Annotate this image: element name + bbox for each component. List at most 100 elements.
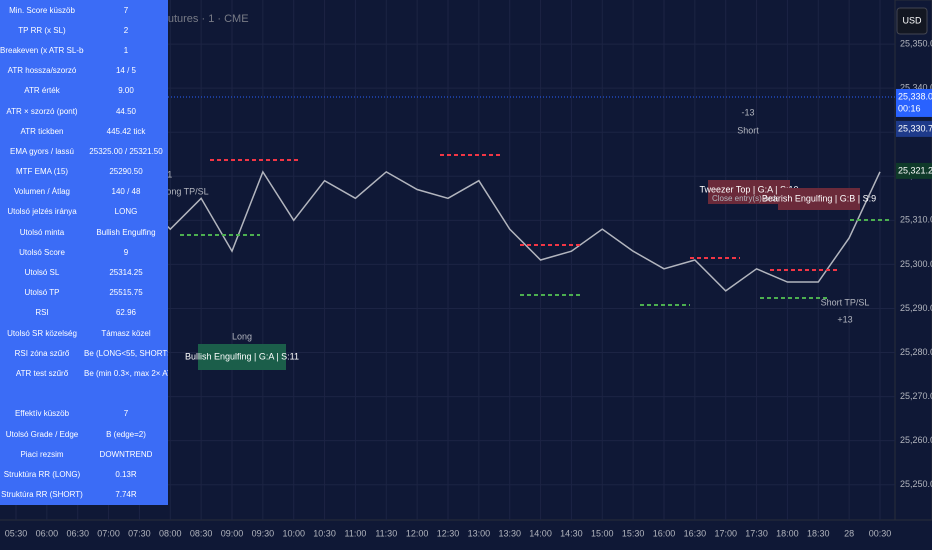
bear-label: Bearish Engulfing | G:B | S:9 [762,193,876,203]
y-tick-label: 25,340.00 [900,83,932,93]
cell-value: 9 [123,247,129,257]
y-tick-label: 25,300.00 [900,259,932,269]
cell-value: Támasz közel [101,328,151,338]
table-row: Utolsó minta Bullish Engulfing [0,222,168,242]
x-tick-label: 11:00 [344,528,366,538]
tweezer-box [708,180,790,204]
cell-value: 2 [123,25,129,35]
cell-label: EMA gyors / lassú [9,146,75,156]
table-row: Utolsó Score 9 [0,242,168,262]
x-tick-label: 14:00 [529,528,552,538]
cell-value: 9.00 [118,86,134,96]
cell-label: ATR érték [24,86,60,96]
cell-label: RSI zóna szűrő [14,348,70,358]
x-tick-label: 16:00 [653,528,676,538]
cell-label: Utolsó Score [19,247,65,257]
table-row: EMA gyors / lassú 25325.00 / 25321.50 [0,141,168,161]
cell-value: 7 [123,5,129,15]
currency-button[interactable] [896,7,928,35]
x-tick-label: 13:00 [468,528,491,538]
x-tick-label: 12:00 [406,528,429,538]
long-label: Long [232,331,252,341]
cell-label: Piaci rezsim [20,449,64,459]
x-tick-label: 17:30 [745,528,768,538]
table-row: RSI zóna szűrő Be (LONG<55, SHORT>45) [0,343,168,363]
x-tick-label: 13:30 [498,528,521,538]
table-row: Utolsó Grade / Edge B (edge=2) [0,424,168,444]
x-tick-label: 07:30 [128,528,151,538]
x-tick-label: 16:30 [684,528,707,538]
cell-value: Be (LONG<55, SHORT>45) [84,348,168,358]
price-tag [896,120,932,137]
y-tick-label: 25,270.00 [900,391,932,401]
target-line [180,219,890,306]
cell-value: 0.13R [115,469,137,479]
short-tp-label: Short TP/SL [821,297,870,307]
cell-label: Utolsó minta [19,227,65,237]
cell-value: B (edge=2) [106,429,146,439]
minus13: -13 [741,107,754,117]
spacer [0,384,168,404]
table-row: ATR × szorzó (pont) 44.50 [0,101,168,121]
long-tp-label: Long TP/SL [161,186,208,196]
cell-value: 25515.75 [109,288,143,298]
cell-label: Utolsó SL [24,268,60,278]
cell-label: Volumen / Átlag [13,187,71,197]
table-row: Struktúra RR (SHORT) 7.74R [0,485,168,505]
cell-value: 44.50 [115,106,137,116]
price-tag [896,88,932,117]
x-tick-label: 09:00 [221,528,244,538]
cell-label: ATR × szorzó (pont) [6,106,78,116]
price-axis [894,0,932,521]
cell-value: 14 / 5 [115,66,136,76]
x-tick-label: 12:30 [437,528,460,538]
bull-label-box [198,344,286,370]
plus13: +13 [837,314,852,324]
table-row: Utolsó jelzés iránya LONG [0,202,168,222]
y-tick-label: 25,290.00 [900,303,932,313]
cell-label: ATR tickben [20,126,64,136]
cell-label: Min. Score küszöb [9,5,75,15]
table-row: RSI 62.96 [0,303,168,323]
cell-value: Be (min 0.3×, max 2× ATR) [84,368,168,378]
x-tick-label: 08:30 [190,528,213,538]
cell-value: 25325.00 / 25321.50 [89,146,163,156]
countdown: 00:16 [898,103,921,113]
x-tick-label: 00:30 [869,528,892,538]
y-tick-label: 25,350.00 [900,38,932,48]
table-row: ATR hossza/szorzó 14 / 5 [0,61,168,81]
cell-label: Struktúra RR (SHORT) [1,490,83,500]
y-tick-label: 25,250.00 [900,479,932,489]
x-tick-label: 11:30 [375,528,397,538]
x-tick-label: 10:30 [313,528,336,538]
cell-value: 445.42 tick [106,126,146,136]
close-entry-label: Close entry(s) order Long [712,194,803,203]
table-row: Breakeven (x ATR SL-ből) 1 [0,40,168,60]
x-tick-label: 18:30 [807,528,830,538]
cell-label: TP RR (x SL) [18,25,66,35]
table-row: Piaci rezsim DOWNTREND [0,444,168,464]
table-row: Utolsó SL 25314.25 [0,262,168,282]
cell-label: ATR hossza/szorzó [7,66,77,76]
x-tick-label: 18:00 [776,528,799,538]
table-row: Utolsó SR közelség Támasz közel [0,323,168,343]
currency[interactable]: USD [902,15,922,25]
cell-label: Utolsó jelzés iránya [7,207,77,217]
x-tick-label: 08:00 [159,528,182,538]
table-row: ATR test szűrő Be (min 0.3×, max 2× ATR) [0,363,168,383]
x-tick-label: 15:30 [622,528,645,538]
x-tick-label: 17:00 [714,528,737,538]
cell-value: 62.96 [115,308,137,318]
tweezer-label: Tweezer Top | G:A | S:10 [699,184,798,194]
cell-label: ATR test szűrő [15,368,69,378]
x-tick-label: 06:30 [66,528,89,538]
table-row: ATR tickben 445.42 tick [0,121,168,141]
table-row: TP RR (x SL) 2 [0,20,168,40]
price-tag-label: 25,321.22 [898,165,932,175]
table-row: Struktúra RR (LONG) 0.13R [0,464,168,484]
table-row: Utolsó TP 25515.75 [0,283,168,303]
cell-label: Effektív küszöb [14,409,70,419]
cell-value: 7.74R [115,490,137,500]
table-row: Effektív küszöb 7 [0,404,168,424]
